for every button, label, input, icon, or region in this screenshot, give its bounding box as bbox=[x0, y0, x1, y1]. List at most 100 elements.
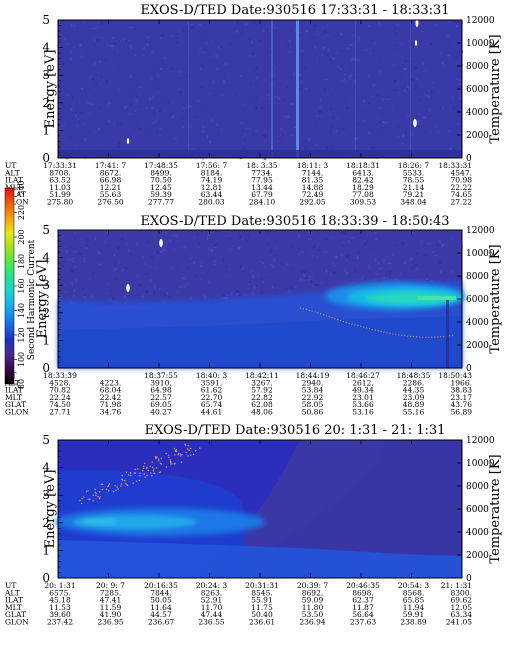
texture-cell bbox=[76, 99, 79, 102]
temperature-dot bbox=[146, 474, 148, 477]
texture-cell bbox=[191, 23, 193, 27]
temperature-dot bbox=[170, 461, 172, 463]
temperature-dot bbox=[181, 454, 183, 456]
texture-cell bbox=[99, 82, 101, 85]
texture-cell bbox=[446, 34, 450, 38]
texture-cell bbox=[354, 79, 356, 83]
texture-cell bbox=[318, 246, 320, 248]
texture-cell bbox=[381, 125, 385, 127]
texture-cell bbox=[325, 122, 328, 126]
texture-cell bbox=[349, 77, 351, 80]
texture-cell bbox=[164, 45, 166, 48]
texture-cell bbox=[70, 293, 72, 296]
temperature-dot bbox=[194, 450, 197, 452]
texture-cell bbox=[79, 44, 82, 47]
texture-cell bbox=[213, 246, 217, 248]
texture-cell bbox=[409, 257, 413, 261]
texture-cell bbox=[322, 21, 324, 23]
texture-cell bbox=[448, 21, 451, 23]
texture-cell bbox=[250, 270, 252, 273]
texture-cell bbox=[72, 260, 74, 263]
ephemeris-value: 236.67 bbox=[148, 618, 174, 627]
texture-cell bbox=[330, 236, 332, 238]
texture-cell bbox=[58, 279, 61, 281]
texture-cell bbox=[344, 73, 346, 76]
texture-cell bbox=[94, 83, 96, 85]
texture-cell bbox=[166, 292, 169, 295]
y-tick-label: 3 bbox=[42, 278, 50, 292]
ephemeris-value: 236.95 bbox=[97, 618, 123, 627]
panel-1-plot-area bbox=[58, 20, 462, 158]
texture-cell bbox=[313, 28, 317, 31]
texture-cell bbox=[73, 251, 77, 253]
texture-cell bbox=[389, 270, 391, 274]
texture-cell bbox=[351, 236, 355, 240]
texture-cell bbox=[227, 62, 230, 66]
texture-cell bbox=[207, 135, 209, 139]
texture-cell bbox=[196, 233, 199, 236]
ephemeris-value: 39.60 bbox=[49, 610, 71, 619]
texture-cell bbox=[131, 27, 134, 29]
colorbar-tick-label: 160 bbox=[17, 278, 26, 293]
y2-tick-label: 0 bbox=[466, 154, 472, 164]
texture-cell bbox=[104, 241, 106, 244]
texture-cell bbox=[117, 123, 119, 126]
texture-cell bbox=[247, 287, 249, 290]
temperature-dot bbox=[150, 472, 152, 474]
texture-cell bbox=[146, 280, 150, 283]
texture-cell bbox=[101, 262, 103, 264]
texture-cell bbox=[166, 241, 168, 244]
ephemeris-value: 4547. bbox=[451, 168, 472, 177]
texture-cell bbox=[74, 145, 77, 147]
texture-cell bbox=[439, 240, 442, 244]
texture-cell bbox=[246, 258, 250, 261]
texture-cell bbox=[239, 75, 243, 78]
texture-cell bbox=[349, 74, 352, 78]
temperature-dot bbox=[160, 457, 162, 460]
texture-cell bbox=[88, 277, 92, 280]
texture-cell bbox=[410, 78, 414, 81]
texture-cell bbox=[331, 148, 334, 150]
texture-cell bbox=[108, 45, 112, 47]
texture-cell bbox=[244, 139, 246, 142]
ephemeris-value: 67.79 bbox=[251, 190, 273, 199]
texture-cell bbox=[106, 44, 109, 46]
texture-cell bbox=[357, 251, 360, 254]
texture-cell bbox=[330, 129, 332, 132]
texture-cell bbox=[255, 129, 258, 132]
ephemeris-value: 11.80 bbox=[302, 603, 324, 612]
texture-cell bbox=[389, 267, 392, 269]
texture-cell bbox=[141, 126, 143, 128]
ephemeris-value: 44.61 bbox=[201, 408, 222, 417]
texture-cell bbox=[134, 109, 136, 112]
texture-cell bbox=[241, 79, 244, 81]
ephemeris-value: 8568. bbox=[403, 588, 424, 597]
texture-cell bbox=[344, 68, 346, 71]
ephemeris-value: 284.10 bbox=[249, 198, 275, 207]
texture-cell bbox=[267, 278, 269, 280]
ephemeris-value: 17:48:35 bbox=[144, 161, 178, 170]
ephemeris-value: 11.87 bbox=[352, 603, 374, 612]
temperature-dot bbox=[144, 476, 146, 478]
texture-cell bbox=[363, 119, 366, 122]
texture-cell bbox=[93, 88, 96, 90]
texture-cell bbox=[319, 106, 322, 110]
texture-cell bbox=[292, 255, 295, 258]
texture-cell bbox=[242, 20, 244, 23]
texture-cell bbox=[82, 122, 85, 126]
texture-cell bbox=[178, 70, 181, 74]
texture-cell bbox=[153, 291, 156, 295]
texture-cell bbox=[293, 126, 297, 128]
texture-cell bbox=[329, 55, 332, 57]
texture-cell bbox=[353, 58, 356, 61]
texture-cell bbox=[202, 130, 205, 133]
texture-cell bbox=[456, 77, 458, 80]
texture-cell bbox=[173, 248, 175, 251]
texture-cell bbox=[273, 29, 276, 32]
ephemeris-value: 18:33:39 bbox=[43, 371, 77, 380]
texture-cell bbox=[104, 58, 107, 61]
texture-cell bbox=[266, 230, 270, 233]
y-tick-label: 1 bbox=[42, 543, 50, 557]
texture-cell bbox=[73, 46, 75, 49]
texture-cell bbox=[346, 255, 349, 258]
